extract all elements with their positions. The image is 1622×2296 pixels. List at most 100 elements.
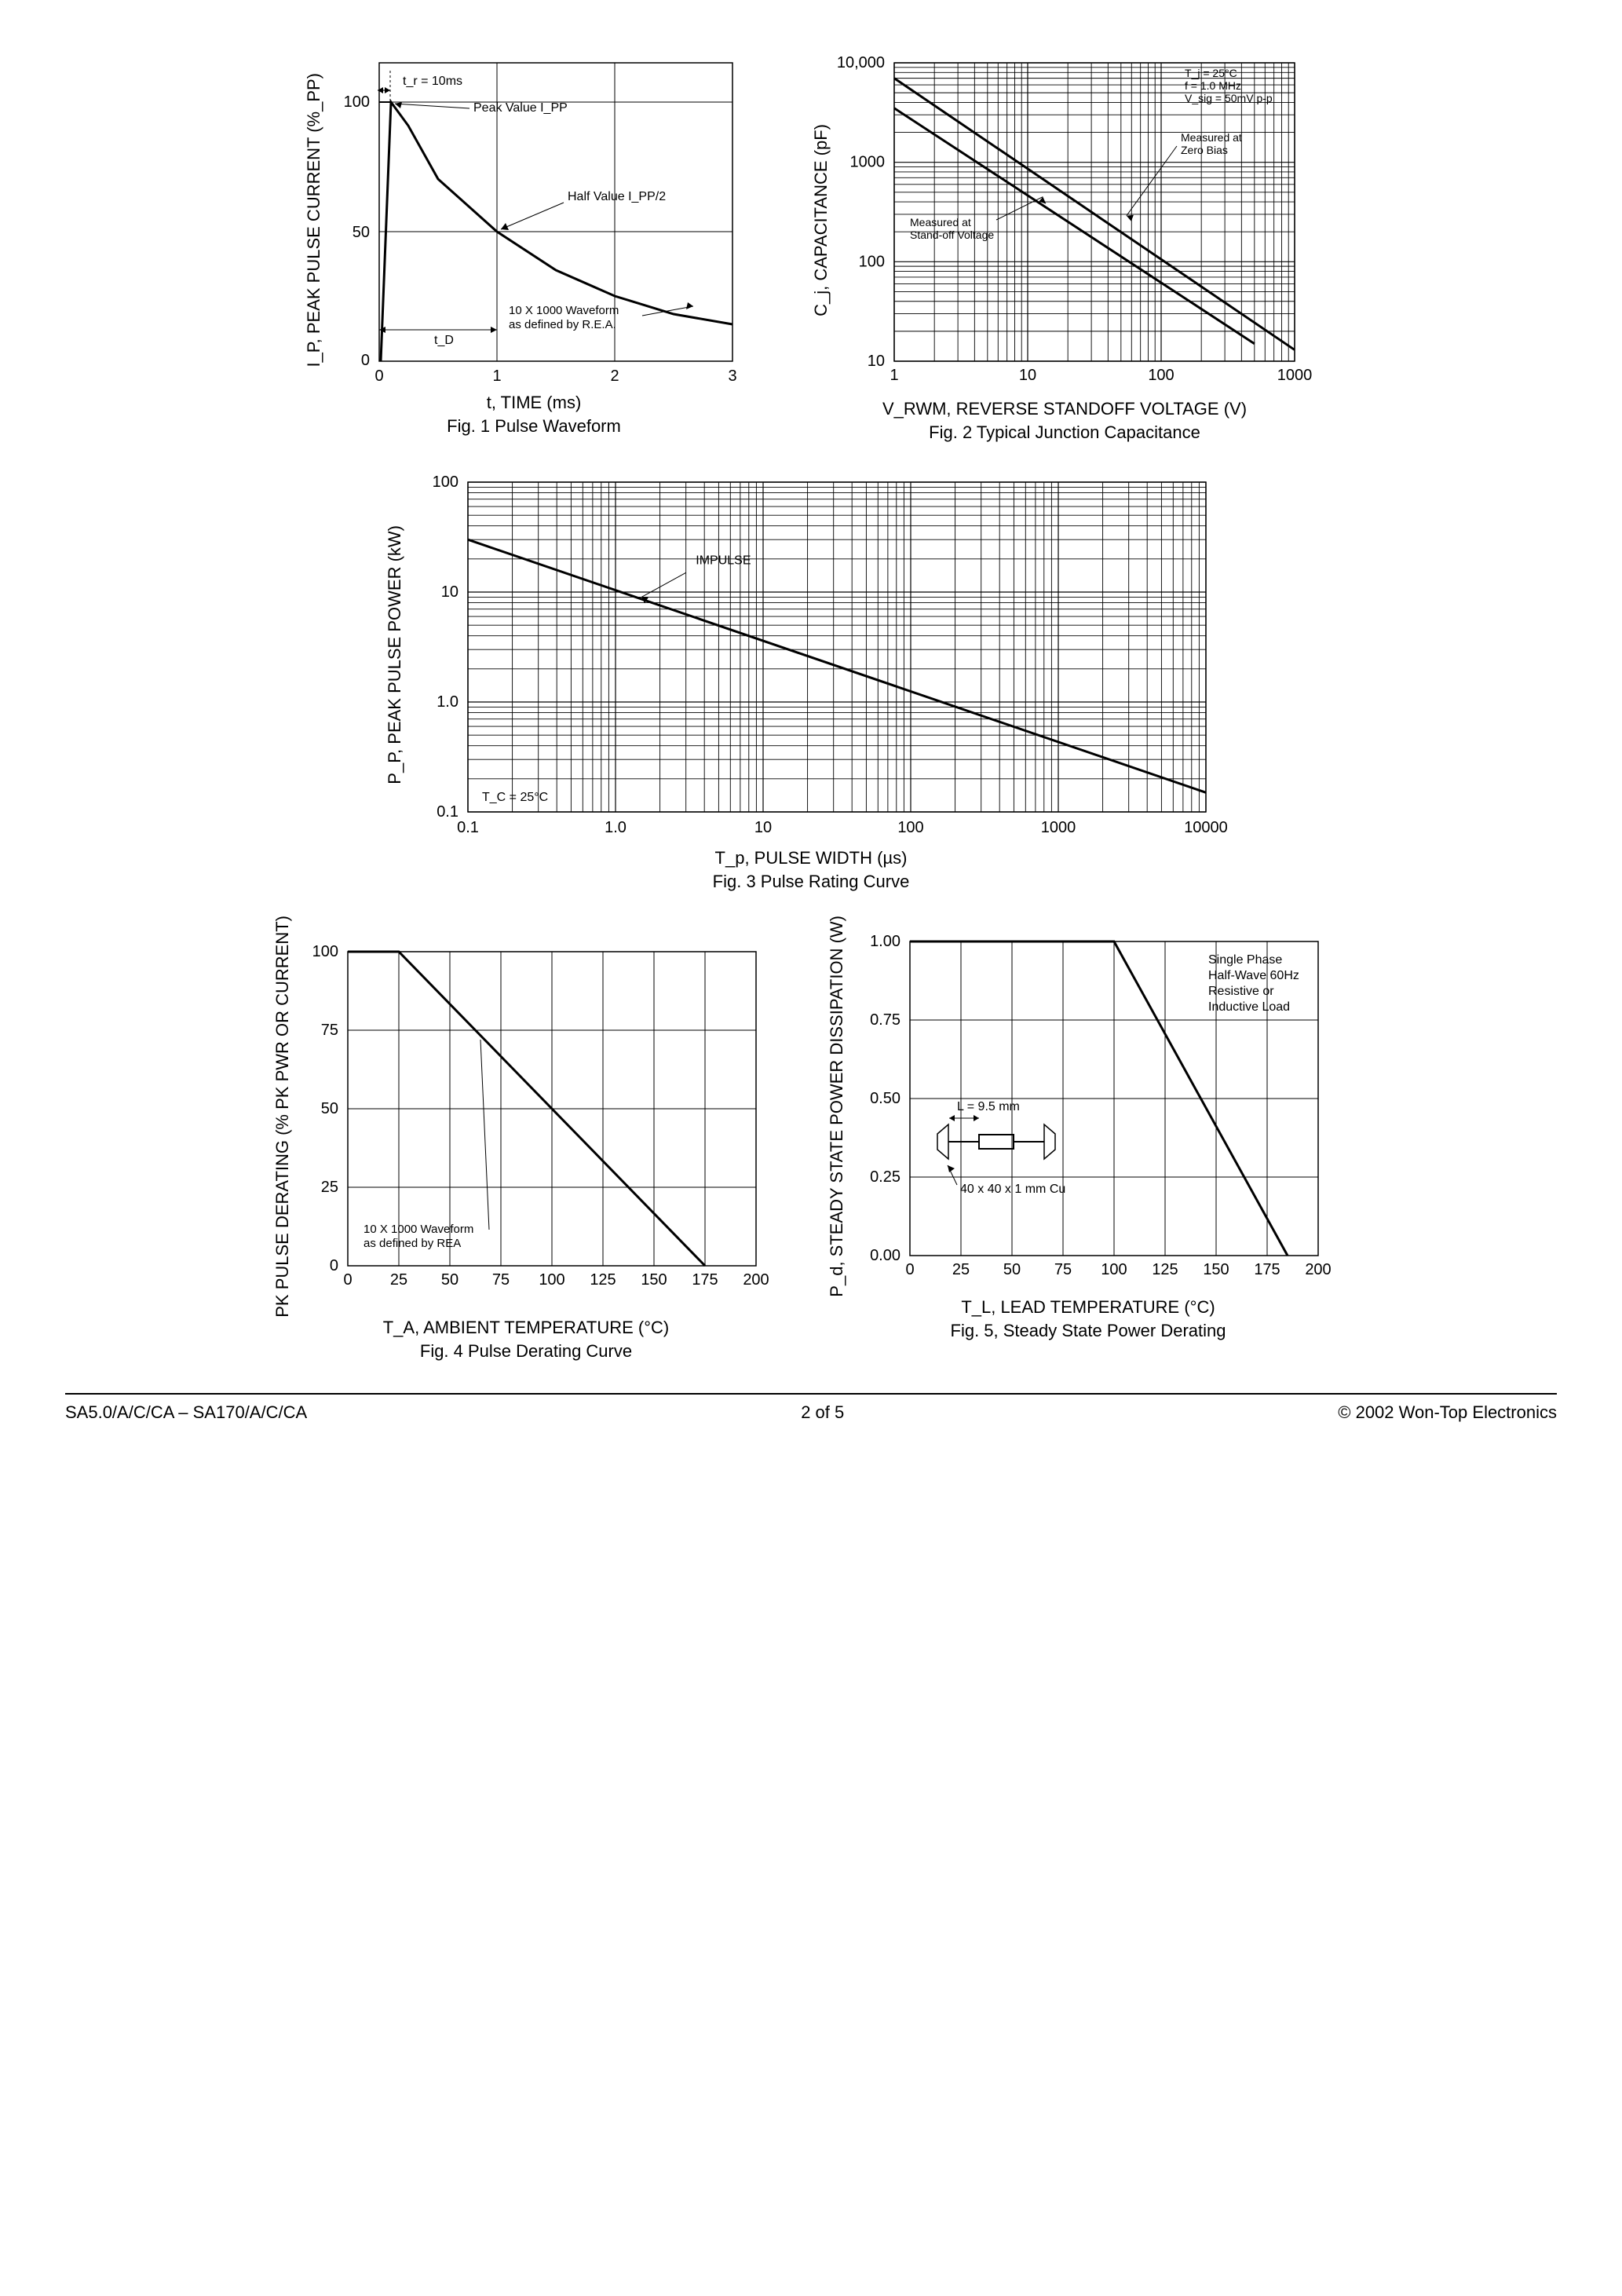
- svg-text:40 x 40 x 1 mm Cu: 40 x 40 x 1 mm Cu: [960, 1183, 1065, 1196]
- svg-text:Stand-off Voltage: Stand-off Voltage: [910, 229, 994, 241]
- svg-text:1000: 1000: [1041, 819, 1076, 836]
- fig2-xlabel: V_RWM, REVERSE STANDOFF VOLTAGE (V): [882, 399, 1247, 419]
- svg-text:1000: 1000: [1277, 367, 1313, 384]
- fig4-chart: 0255075100125150175200025507510010 X 100…: [293, 936, 780, 1297]
- svg-text:100: 100: [897, 819, 923, 836]
- svg-text:10: 10: [754, 819, 772, 836]
- fig3-xlabel: T_p, PULSE WIDTH (µs): [715, 848, 908, 868]
- svg-text:100: 100: [433, 473, 458, 491]
- fig1-annot-tr: t_r = 10ms: [403, 75, 462, 88]
- svg-text:10 X 1000 Waveform: 10 X 1000 Waveform: [509, 304, 619, 317]
- svg-text:0.00: 0.00: [870, 1247, 901, 1264]
- svg-text:175: 175: [692, 1271, 718, 1289]
- svg-text:10 X 1000 Waveform: 10 X 1000 Waveform: [363, 1223, 473, 1236]
- svg-text:75: 75: [1054, 1261, 1072, 1278]
- svg-text:0.1: 0.1: [457, 819, 479, 836]
- svg-text:1: 1: [492, 367, 501, 385]
- footer-center: 2 of 5: [801, 1402, 844, 1423]
- fig1-annot-td: t_D: [434, 334, 454, 347]
- fig4-caption: Fig. 4 Pulse Derating Curve: [420, 1341, 632, 1362]
- svg-text:Measured at: Measured at: [1181, 131, 1242, 144]
- svg-text:Zero Bias: Zero Bias: [1181, 144, 1228, 156]
- fig2-chart: 1 10 100 1000 10 100 1000 10,000 T_j = 25°Cf = 1…: [831, 47, 1318, 393]
- svg-text:0: 0: [905, 1261, 914, 1278]
- svg-text:100: 100: [1148, 367, 1174, 384]
- svg-text:125: 125: [590, 1271, 616, 1289]
- svg-text:Resistive or: Resistive or: [1208, 985, 1274, 998]
- fig3-ylabel: P_P, PEAK PULSE POWER (kW): [385, 525, 405, 784]
- svg-text:50: 50: [321, 1100, 338, 1117]
- svg-text:0.75: 0.75: [870, 1011, 901, 1029]
- svg-text:1.00: 1.00: [870, 933, 901, 950]
- svg-text:10: 10: [868, 353, 885, 370]
- svg-text:Measured at: Measured at: [910, 216, 971, 229]
- fig2-caption: Fig. 2 Typical Junction Capacitance: [929, 422, 1200, 443]
- svg-text:150: 150: [1203, 1261, 1229, 1278]
- fig1-panel: I_P, PEAK PULSE CURRENT (%_PP) 0 50 100 …: [304, 47, 764, 443]
- svg-text:10000: 10000: [1184, 819, 1228, 836]
- svg-text:75: 75: [492, 1271, 510, 1289]
- svg-text:10: 10: [441, 583, 458, 601]
- fig3-panel: P_P, PEAK PULSE POWER (kW) 0.1 1.0 10 100 10…: [385, 466, 1237, 892]
- fig5-panel: P_d, STEADY STATE POWER DISSIPATION (W) …: [827, 916, 1350, 1362]
- svg-text:10: 10: [1019, 367, 1036, 384]
- svg-text:10,000: 10,000: [837, 54, 885, 71]
- svg-text:f = 1.0 MHz: f = 1.0 MHz: [1185, 79, 1241, 92]
- svg-text:0: 0: [361, 352, 370, 369]
- fig1-xlabel: t, TIME (ms): [487, 393, 582, 413]
- svg-text:1000: 1000: [850, 154, 886, 171]
- fig4-ylabel: PK PULSE DERATING (% PK PWR OR CURRENT): [272, 916, 293, 1318]
- svg-text:1.0: 1.0: [605, 819, 627, 836]
- svg-text:50: 50: [1003, 1261, 1021, 1278]
- svg-text:as defined by REA: as defined by REA: [363, 1237, 461, 1250]
- svg-text:3: 3: [728, 367, 736, 385]
- fig1-annot-peak: Peak Value I_PP: [473, 101, 568, 115]
- svg-text:2: 2: [610, 367, 619, 385]
- svg-text:25: 25: [390, 1271, 407, 1289]
- fig5-xlabel: T_L, LEAD TEMPERATURE (°C): [961, 1297, 1215, 1318]
- svg-text:Half-Wave 60Hz: Half-Wave 60Hz: [1208, 969, 1299, 982]
- fig5-ylabel: P_d, STEADY STATE POWER DISSIPATION (W): [827, 916, 847, 1297]
- svg-text:1: 1: [890, 367, 898, 384]
- fig2-panel: C_j, CAPACITANCE (pF) 110100100010100100…: [811, 47, 1318, 443]
- svg-text:100: 100: [859, 253, 885, 270]
- svg-text:1.0: 1.0: [437, 693, 458, 711]
- fig4-panel: PK PULSE DERATING (% PK PWR OR CURRENT) …: [272, 916, 780, 1362]
- svg-text:0.1: 0.1: [437, 803, 458, 821]
- page-footer: SA5.0/A/C/CA – SA170/A/C/CA 2 of 5 © 200…: [65, 1393, 1557, 1423]
- fig3-caption: Fig. 3 Pulse Rating Curve: [713, 872, 910, 892]
- svg-text:0.50: 0.50: [870, 1090, 901, 1107]
- svg-text:25: 25: [952, 1261, 970, 1278]
- fig1-chart: 0 50 100 0 1 2 3 t_r: [324, 47, 764, 393]
- svg-text:50: 50: [353, 224, 370, 241]
- svg-text:75: 75: [321, 1022, 338, 1039]
- svg-text:IMPULSE: IMPULSE: [696, 554, 751, 567]
- svg-text:0: 0: [374, 367, 383, 385]
- svg-text:L = 9.5 mm: L = 9.5 mm: [957, 1100, 1020, 1113]
- svg-text:0: 0: [343, 1271, 352, 1289]
- svg-text:125: 125: [1152, 1261, 1178, 1278]
- svg-text:150: 150: [641, 1271, 667, 1289]
- svg-text:0.25: 0.25: [870, 1168, 901, 1186]
- fig5-chart: 0 25 50 75 100 125 150 175 200 0.00 0.25 0.50 0.75 1.…: [847, 926, 1350, 1287]
- fig1-caption: Fig. 1 Pulse Waveform: [447, 416, 621, 437]
- fig1-ylabel: I_P, PEAK PULSE CURRENT (%_PP): [304, 73, 324, 367]
- footer-right: © 2002 Won-Top Electronics: [1338, 1402, 1557, 1423]
- svg-text:T_j = 25°C: T_j = 25°C: [1185, 67, 1237, 79]
- fig5-caption: Fig. 5, Steady State Power Derating: [951, 1321, 1226, 1341]
- fig4-xlabel: T_A, AMBIENT TEMPERATURE (°C): [383, 1318, 670, 1338]
- svg-text:100: 100: [1101, 1261, 1127, 1278]
- svg-text:50: 50: [441, 1271, 458, 1289]
- svg-text:Inductive Load: Inductive Load: [1208, 1000, 1290, 1014]
- svg-text:175: 175: [1254, 1261, 1280, 1278]
- svg-text:Single Phase: Single Phase: [1208, 953, 1282, 967]
- svg-text:T_C = 25°C: T_C = 25°C: [482, 791, 548, 804]
- fig1-annot-half: Half Value I_PP/2: [568, 190, 666, 203]
- svg-text:25: 25: [321, 1179, 338, 1196]
- svg-text:100: 100: [344, 93, 370, 111]
- svg-text:as defined by R.E.A.: as defined by R.E.A.: [509, 318, 616, 331]
- svg-text:V_sig = 50mV p-p: V_sig = 50mV p-p: [1185, 92, 1273, 104]
- svg-text:100: 100: [539, 1271, 564, 1289]
- fig3-chart: 0.1 1.0 10 100 1000 10000 0.1 1.0 10 100 IMPULSE T_…: [405, 466, 1237, 843]
- svg-text:200: 200: [1305, 1261, 1331, 1278]
